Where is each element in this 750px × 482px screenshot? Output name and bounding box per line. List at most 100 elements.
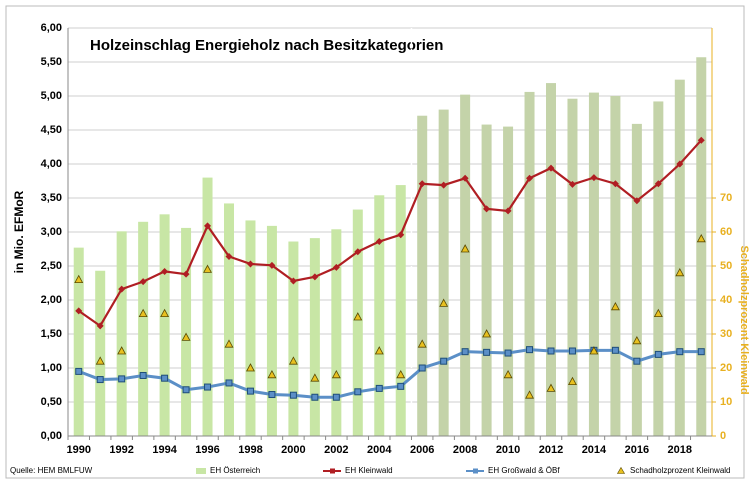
marker — [696, 233, 706, 243]
bar — [524, 91, 535, 437]
line — [78, 348, 702, 399]
y2-tick-label: 60 — [720, 226, 732, 238]
y2-tick-label: 20 — [720, 362, 732, 374]
bar — [95, 270, 106, 436]
marker — [439, 298, 449, 307]
marker — [289, 391, 297, 399]
x-tick-label: 2000 — [281, 444, 305, 456]
marker — [633, 197, 641, 205]
bar — [288, 241, 299, 436]
marker — [75, 367, 83, 375]
marker — [418, 364, 426, 372]
marker — [504, 207, 512, 215]
bar — [245, 220, 256, 436]
marker — [204, 383, 212, 391]
chart-title: Holzeinschlag Energieholz nach Besitzkat… — [90, 37, 443, 54]
marker — [418, 180, 426, 188]
marker — [375, 238, 383, 246]
y-tick-label: 0,00 — [41, 430, 62, 442]
marker — [118, 375, 126, 383]
y-tick-label: 1,50 — [41, 328, 62, 340]
marker — [697, 348, 705, 356]
y2-axis-label: Schadholzprozent Kleinwald — [738, 245, 750, 394]
marker — [182, 270, 190, 278]
x-tick-label: 2008 — [453, 444, 477, 456]
bar — [309, 238, 320, 436]
marker — [396, 369, 406, 379]
bar — [503, 126, 514, 436]
marker — [676, 160, 684, 168]
bar — [567, 98, 578, 436]
marker — [160, 308, 170, 317]
marker — [483, 205, 491, 213]
bar — [116, 231, 127, 436]
x-tick-label: 2018 — [668, 444, 692, 456]
marker — [353, 312, 363, 321]
source: Quelle: HEM BMLFUW — [10, 466, 93, 475]
marker — [268, 261, 276, 269]
marker — [590, 174, 598, 182]
y2-tick-label: 40 — [720, 294, 732, 306]
marker — [440, 357, 448, 365]
marker — [547, 164, 555, 172]
x-tick-label: 1990 — [66, 444, 90, 456]
marker — [331, 369, 341, 379]
marker — [547, 347, 555, 355]
y2-tick-label: 50 — [720, 260, 732, 272]
marker — [397, 382, 405, 390]
marker — [139, 371, 147, 379]
marker — [182, 386, 190, 394]
marker — [654, 180, 662, 188]
marker — [633, 357, 641, 365]
marker — [311, 273, 319, 281]
marker — [161, 374, 169, 382]
marker — [225, 379, 233, 387]
bar — [266, 225, 277, 436]
bar — [610, 96, 621, 436]
legend-label: EH Kleinwald — [345, 466, 393, 475]
x-tick-label: 2002 — [324, 444, 348, 456]
marker — [96, 376, 104, 384]
bar — [438, 109, 449, 436]
bar — [696, 57, 707, 437]
marker — [568, 180, 576, 188]
y-tick-label: 0,50 — [41, 396, 62, 408]
y-tick-label: 2,00 — [41, 294, 62, 306]
marker — [611, 180, 619, 188]
legend-label: EH Großwald & ÖBf — [488, 466, 560, 475]
y-tick-label: 5,50 — [41, 56, 62, 68]
bar — [588, 92, 599, 436]
x-tick-label: 2016 — [625, 444, 649, 456]
marker — [461, 348, 469, 356]
x-tick-label: 1994 — [152, 444, 177, 456]
x-tick-label: 2006 — [410, 444, 434, 456]
bar — [202, 177, 213, 436]
marker — [589, 346, 599, 355]
marker — [311, 393, 319, 401]
marker — [96, 322, 104, 330]
line — [78, 139, 703, 328]
y-tick-label: 3,00 — [41, 226, 62, 238]
marker — [503, 369, 513, 379]
marker — [289, 277, 297, 285]
marker — [417, 339, 427, 348]
marker — [204, 222, 212, 230]
bar — [224, 203, 234, 436]
marker — [246, 387, 254, 395]
marker — [310, 373, 320, 382]
marker — [74, 274, 84, 283]
marker — [288, 356, 298, 365]
marker — [567, 376, 577, 385]
bar — [417, 115, 428, 436]
legend-swatch — [473, 468, 478, 474]
marker — [161, 267, 169, 275]
marker — [203, 264, 213, 273]
marker — [482, 329, 492, 338]
bar — [674, 79, 685, 437]
marker — [525, 390, 535, 399]
marker — [504, 349, 512, 357]
marker — [375, 384, 383, 392]
marker — [138, 308, 148, 317]
y-tick-label: 1,00 — [41, 362, 62, 374]
